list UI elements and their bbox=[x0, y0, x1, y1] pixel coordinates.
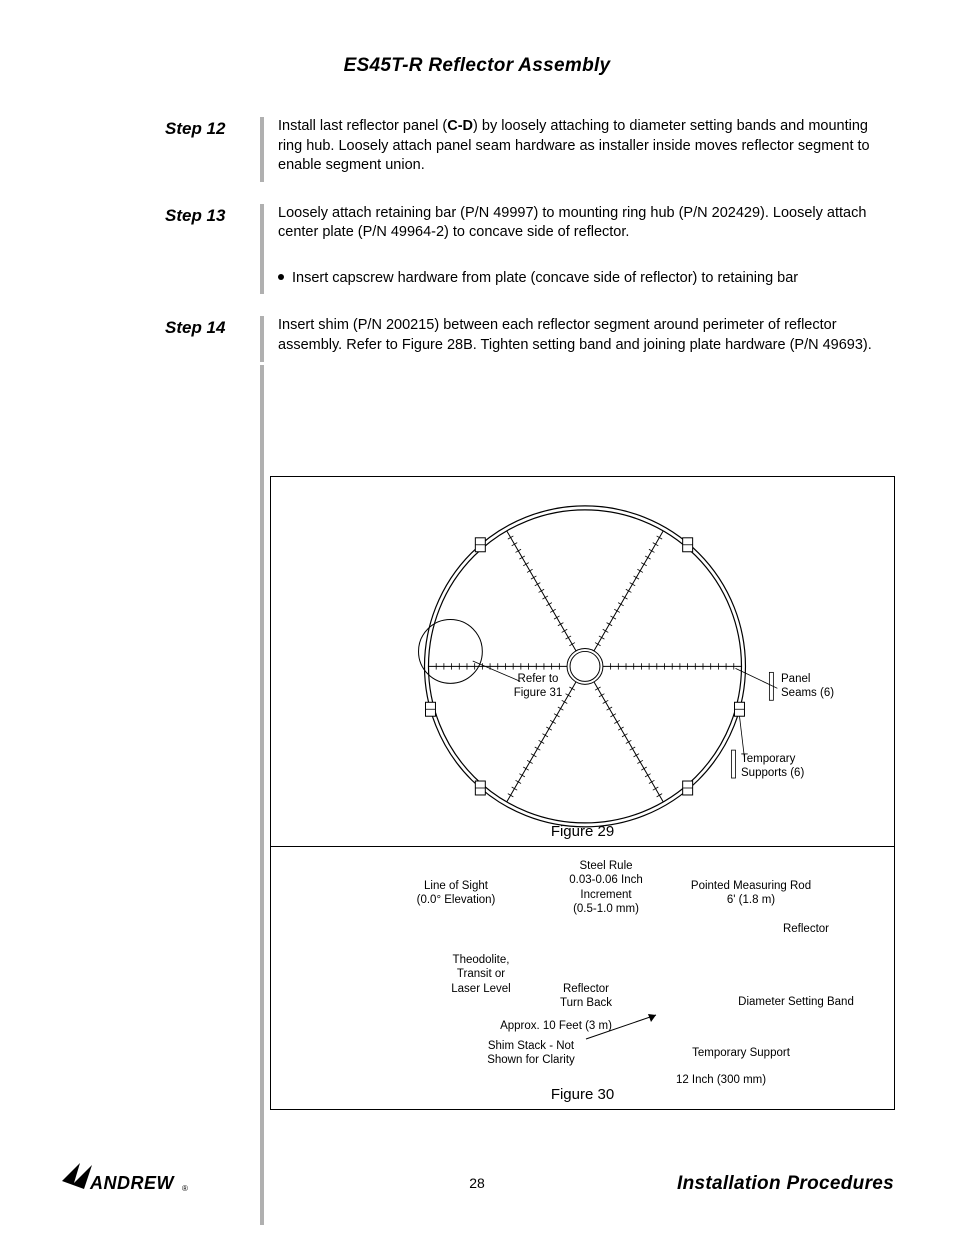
fig30-theodolite-label: Theodolite,Transit orLaser Level bbox=[436, 953, 526, 996]
step-label: Step 13 bbox=[165, 204, 260, 226]
figure-block: Refer toFigure 31 PanelSeams (6) Tempora… bbox=[270, 476, 895, 1110]
step-rule bbox=[260, 316, 264, 361]
page-footer: ANDREW ® 28 Installation Procedures bbox=[60, 1145, 894, 1195]
step-body: Install last reflector panel (C-D) by lo… bbox=[278, 117, 894, 182]
step-text: Loosely attach retaining bar (P/N 49997)… bbox=[278, 204, 884, 243]
step-rule-extension bbox=[260, 365, 264, 1225]
fig30-approx-label: Approx. 10 Feet (3 m) bbox=[471, 1019, 641, 1033]
fig30-rod-label: Pointed Measuring Rod6' (1.8 m) bbox=[671, 879, 831, 908]
footer-section-title: Installation Procedures bbox=[677, 1173, 894, 1195]
fig30-shim-label: Shim Stack - NotShown for Clarity bbox=[466, 1039, 596, 1068]
step-bullet: Insert capscrew hardware from plate (con… bbox=[278, 269, 884, 289]
step-label: Step 14 bbox=[165, 316, 260, 338]
svg-text:®: ® bbox=[182, 1184, 188, 1193]
step-row: Step 13 Loosely attach retaining bar (P/… bbox=[165, 204, 894, 295]
fig30-reflector-label: Reflector bbox=[771, 922, 841, 936]
page: ES45T-R Reflector Assembly Step 12 Insta… bbox=[0, 0, 954, 1235]
fig30-temp-label: Temporary Support bbox=[671, 1046, 811, 1060]
step-row: Step 14 Insert shim (P/N 200215) between… bbox=[165, 316, 894, 361]
step-rule bbox=[260, 204, 264, 295]
figure-30: Line of Sight(0.0° Elevation) Steel Rule… bbox=[271, 847, 894, 1109]
brand-logo: ANDREW ® bbox=[60, 1161, 190, 1195]
fig29-supports-label: TemporarySupports (6) bbox=[741, 752, 831, 781]
step-text: Insert shim (P/N 200215) between each re… bbox=[278, 316, 884, 355]
bullet-text: Insert capscrew hardware from plate (con… bbox=[292, 270, 798, 286]
step-text: Install last reflector panel ( bbox=[278, 118, 447, 134]
step-text-bold: C-D bbox=[447, 118, 473, 134]
step-body: Loosely attach retaining bar (P/N 49997)… bbox=[278, 204, 894, 295]
brand-text: ANDREW bbox=[89, 1173, 176, 1193]
fig30-los-label: Line of Sight(0.0° Elevation) bbox=[401, 879, 511, 908]
fig29-panel-label: PanelSeams (6) bbox=[781, 672, 861, 701]
page-number: 28 bbox=[469, 1175, 485, 1191]
andrew-logo-icon: ANDREW ® bbox=[60, 1161, 190, 1195]
step-row: Step 12 Install last reflector panel (C-… bbox=[165, 117, 894, 182]
fig30-turnback-label: ReflectorTurn Back bbox=[546, 982, 626, 1011]
fig30-steel-label: Steel Rule0.03-0.06 InchIncrement(0.5-1.… bbox=[546, 859, 666, 917]
figure-29-svg bbox=[271, 477, 894, 846]
fig29-refer-label: Refer toFigure 31 bbox=[503, 672, 573, 701]
step-label: Step 12 bbox=[165, 117, 260, 139]
bullet-dot-icon bbox=[278, 274, 284, 280]
figure-29: Refer toFigure 31 PanelSeams (6) Tempora… bbox=[271, 477, 894, 847]
steps-block: Step 12 Install last reflector panel (C-… bbox=[165, 117, 894, 362]
figure-29-caption: Figure 29 bbox=[271, 823, 894, 840]
step-rule bbox=[260, 117, 264, 182]
figure-30-caption: Figure 30 bbox=[271, 1086, 894, 1103]
page-title: ES45T-R Reflector Assembly bbox=[60, 55, 894, 77]
step-body: Insert shim (P/N 200215) between each re… bbox=[278, 316, 894, 361]
fig30-band-label: Diameter Setting Band bbox=[716, 995, 876, 1009]
